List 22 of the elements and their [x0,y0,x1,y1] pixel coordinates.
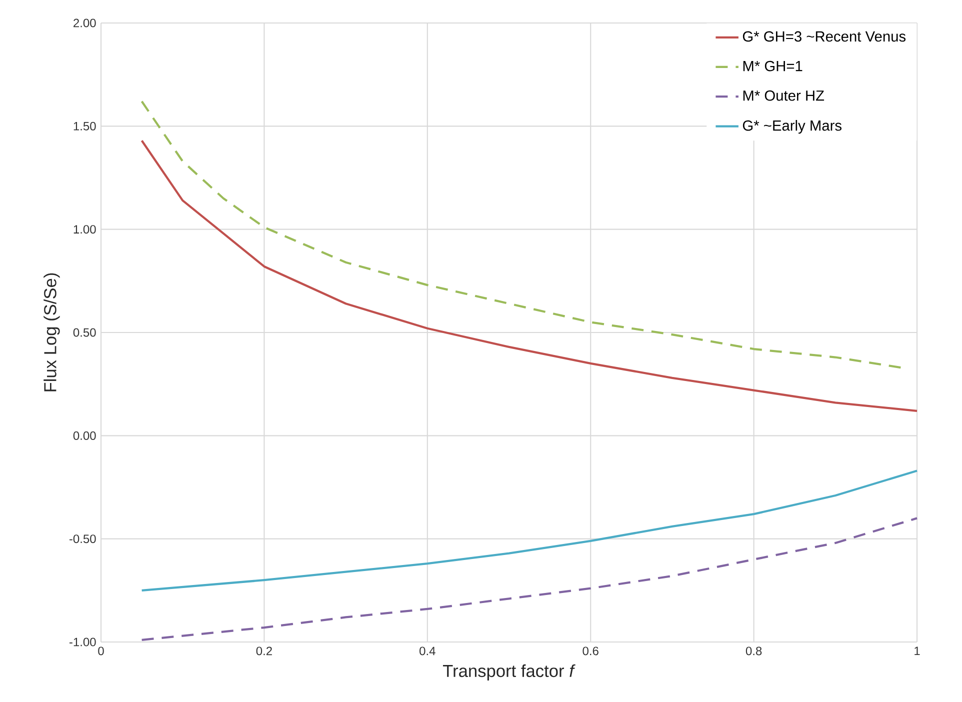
y-tick-label: 1.00 [74,225,96,234]
y-tick-label: 0.50 [73,328,96,337]
x-tick-label: 0.8 [746,646,762,656]
x-axis-title: Transport factor f [442,664,576,681]
y-tick-label: -1.00 [69,638,96,646]
legend-label: M* GH=1 [743,60,802,72]
x-tick-label: 0.6 [582,646,598,656]
y-tick-label: -0.50 [69,534,96,544]
legend-label: G* GH=3 ~Recent Venus [742,31,906,42]
y-tick-label: 1.50 [74,122,96,130]
x-tick-label: 0.2 [256,646,272,656]
y-tick-label: 2.00 [74,18,96,28]
line-series [140,140,918,412]
y-tick-label: 0.00 [73,431,96,440]
y-axis-title: Flux Log (S/Se) [44,273,60,392]
legend-label: M* Outer HZ [743,90,824,101]
x-tick-label: 1 [914,646,920,655]
line-series [140,470,918,592]
x-tick-label: 0.4 [420,646,436,656]
legend-label: G* ~Early Mars [742,120,842,134]
line-series [140,517,918,642]
x-tick-label: 0 [98,646,104,656]
